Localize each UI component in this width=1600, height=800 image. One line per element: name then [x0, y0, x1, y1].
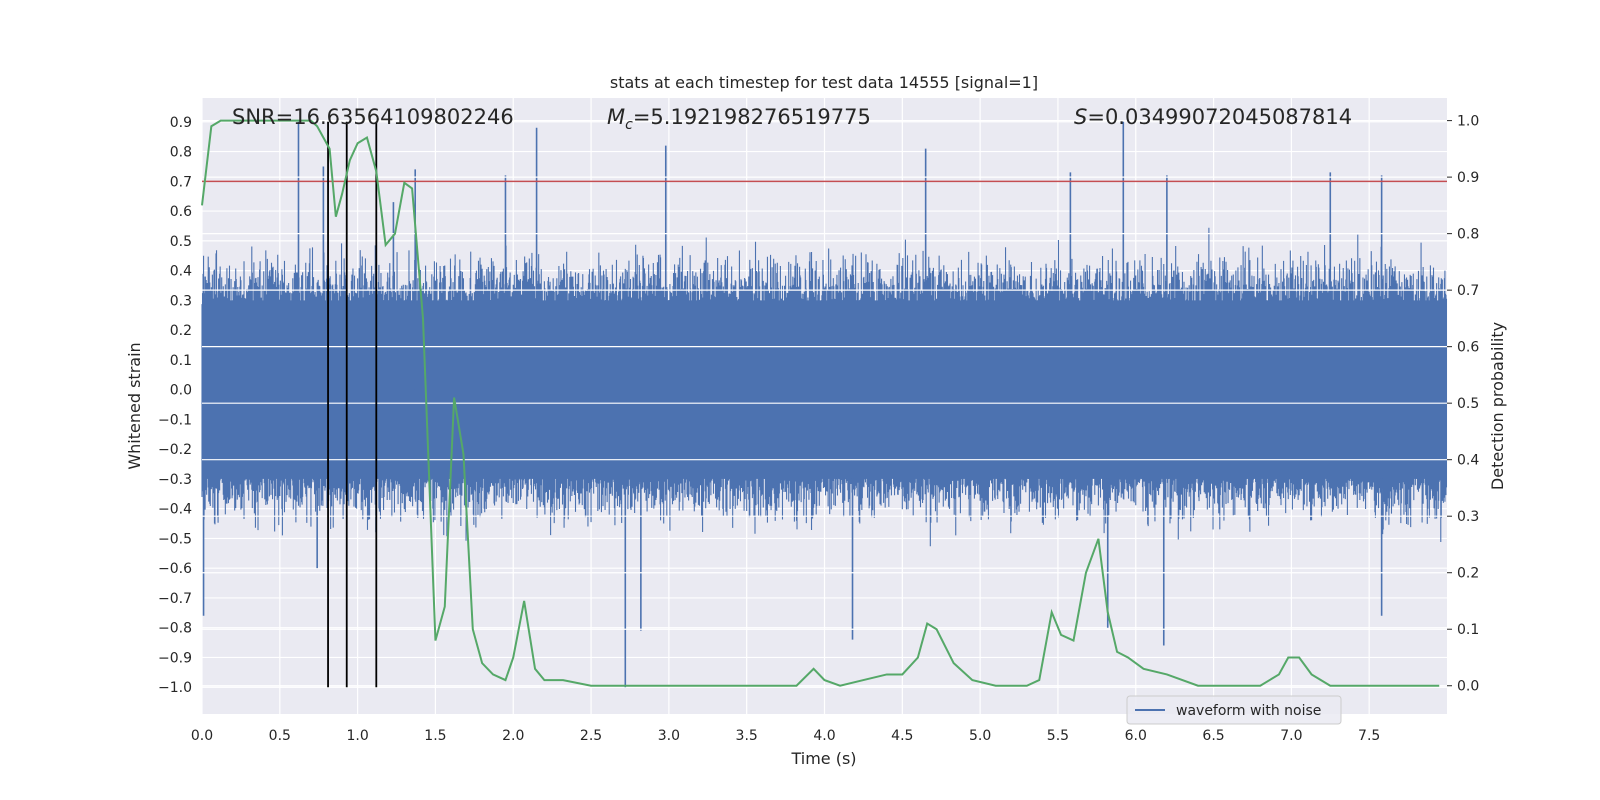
snr-annotation: SNR=16.63564109802246	[232, 105, 514, 129]
y-tick-label-left: −0.4	[158, 502, 192, 518]
y-tick-label-left: −1.0	[158, 680, 192, 696]
y-tick-label-right: 0.4	[1457, 453, 1479, 469]
x-tick-label: 7.5	[1358, 728, 1380, 744]
right-y-axis-label: Detection probability	[1488, 322, 1507, 490]
y-tick-label-left: −0.5	[158, 531, 192, 547]
y-tick-label-left: −0.6	[158, 561, 192, 577]
y-tick-label-right: 0.1	[1457, 622, 1479, 638]
y-tick-label-left: 0.6	[170, 204, 192, 220]
left-y-tick-labels: 0.9 0.8 0.7 0.6 0.5 0.4 0.3 0.2 0.1 0.0 −0.1 −0.2 −0…	[158, 115, 192, 696]
y-tick-label-left: 0.0	[170, 383, 192, 399]
x-tick-label: 4.5	[891, 728, 913, 744]
x-tick-label: 6.5	[1202, 728, 1224, 744]
y-tick-label-left: 0.2	[170, 323, 192, 339]
y-tick-label-left: −0.3	[158, 472, 192, 488]
chirp-mass-subscript: c	[625, 117, 633, 133]
y-tick-label-right: 0.9	[1457, 170, 1479, 186]
detection-probability-line	[201, 119, 1440, 687]
legend-label-waveform: waveform with noise	[1176, 703, 1321, 719]
y-tick-label-right: 0.8	[1457, 227, 1479, 243]
x-tick-label: 1.5	[424, 728, 446, 744]
waveform-with-noise-series	[201, 121, 1448, 688]
chirp-mass-symbol: M	[607, 105, 625, 129]
legend: waveform with noise	[1126, 695, 1342, 725]
chirp-mass-annotation: Mc=5.192198276519775	[607, 105, 871, 133]
waveform-core-band	[202, 300, 1447, 479]
y-tick-label-left: 0.8	[170, 145, 192, 161]
x-axis-label: Time (s)	[790, 749, 856, 768]
y-tick-label-left: −0.9	[158, 650, 192, 666]
chirp-mass-value: =5.192198276519775	[633, 105, 871, 129]
s-symbol: S	[1074, 105, 1087, 129]
y-tick-label-right: 0.7	[1457, 283, 1479, 299]
x-tick-label: 5.5	[1047, 728, 1069, 744]
x-tick-label: 3.5	[736, 728, 758, 744]
s-value: =0.03499072045087814	[1087, 105, 1352, 129]
x-tick-label: 7.0	[1280, 728, 1302, 744]
x-tick-label: 1.0	[346, 728, 368, 744]
x-tick-label: 6.0	[1125, 728, 1147, 744]
y-tick-label-left: −0.1	[158, 412, 192, 428]
y-tick-label-left: 0.7	[170, 174, 192, 190]
x-tick-label: 4.0	[813, 728, 835, 744]
y-tick-label-left: −0.2	[158, 442, 192, 458]
right-y-tick-labels: 1.0 0.9 0.8 0.7 0.6 0.5 0.4 0.3 0.2 0.1 0.0	[1447, 114, 1479, 695]
y-tick-label-left: 0.9	[170, 115, 192, 131]
x-tick-label: 2.0	[502, 728, 524, 744]
left-y-axis-label: Whitened strain	[125, 342, 144, 469]
x-tick-label: 2.5	[580, 728, 602, 744]
chart-title: stats at each timestep for test data 145…	[610, 73, 1038, 92]
vertical-marker-lines	[327, 121, 378, 688]
x-tick-label: 5.0	[969, 728, 991, 744]
x-tick-label: 3.0	[658, 728, 680, 744]
y-tick-label-left: −0.8	[158, 621, 192, 637]
y-tick-label-right: 0.3	[1457, 509, 1479, 525]
y-tick-label-left: 0.5	[170, 234, 192, 250]
y-tick-label-right: 0.2	[1457, 566, 1479, 582]
y-tick-label-right: 0.5	[1457, 396, 1479, 412]
x-tick-label: 0.5	[269, 728, 291, 744]
y-tick-label-right: 1.0	[1457, 114, 1479, 130]
y-tick-label-left: −0.7	[158, 591, 192, 607]
y-tick-label-left: 0.4	[170, 264, 192, 280]
x-tick-label: 0.0	[191, 728, 213, 744]
y-tick-label-left: 0.3	[170, 293, 192, 309]
legend-box	[1126, 695, 1342, 725]
y-tick-label-left: 0.1	[170, 353, 192, 369]
x-tick-labels: 0.0 0.5 1.0 1.5 2.0 2.5 3.0 3.5 4.0 4.5 5.0 5.5 6.0 6…	[191, 728, 1380, 744]
y-tick-label-right: 0.0	[1457, 679, 1479, 695]
y-tick-label-right: 0.6	[1457, 340, 1479, 356]
s-annotation: S=0.03499072045087814	[1074, 105, 1352, 129]
